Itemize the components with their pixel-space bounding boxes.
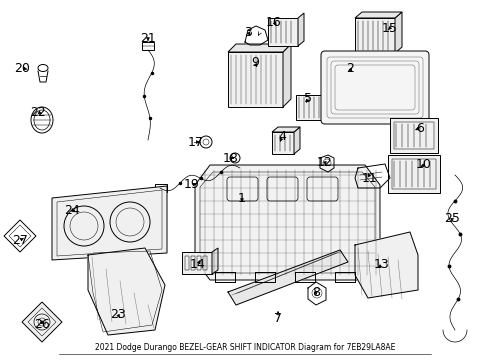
- Text: 8: 8: [312, 285, 320, 298]
- Polygon shape: [272, 127, 300, 132]
- FancyBboxPatch shape: [321, 51, 429, 124]
- Text: 27: 27: [12, 234, 28, 247]
- Bar: [394, 122, 434, 149]
- Polygon shape: [298, 13, 304, 46]
- Text: 18: 18: [223, 152, 239, 165]
- Bar: [142, 42, 154, 50]
- Text: 20: 20: [14, 62, 30, 75]
- Bar: [272, 132, 294, 154]
- Text: 11: 11: [362, 171, 378, 184]
- Bar: [355, 18, 395, 53]
- Text: 13: 13: [374, 258, 390, 271]
- Text: 26: 26: [34, 319, 50, 332]
- Text: 6: 6: [416, 122, 424, 135]
- Text: 24: 24: [64, 203, 80, 216]
- Text: 9: 9: [251, 55, 259, 68]
- Text: 7: 7: [274, 311, 282, 324]
- Text: 2021 Dodge Durango BEZEL-GEAR SHIFT INDICATOR Diagram for 7EB29LA8AE: 2021 Dodge Durango BEZEL-GEAR SHIFT INDI…: [95, 343, 395, 352]
- Text: 4: 4: [278, 130, 286, 144]
- Text: 5: 5: [304, 93, 312, 105]
- Polygon shape: [395, 12, 402, 53]
- Bar: [155, 184, 167, 192]
- Text: 22: 22: [30, 105, 46, 118]
- Polygon shape: [22, 302, 62, 342]
- Bar: [203, 256, 207, 270]
- Text: 1: 1: [238, 192, 246, 204]
- Bar: [182, 252, 212, 274]
- Polygon shape: [324, 91, 329, 120]
- Text: 17: 17: [188, 135, 204, 148]
- Polygon shape: [228, 44, 291, 52]
- Bar: [268, 18, 298, 46]
- Text: 16: 16: [266, 15, 282, 28]
- Bar: [185, 256, 189, 270]
- Polygon shape: [355, 232, 418, 298]
- Text: 12: 12: [317, 156, 333, 168]
- Text: 19: 19: [184, 179, 200, 192]
- Text: 3: 3: [244, 26, 252, 39]
- Bar: [296, 95, 324, 120]
- Bar: [191, 256, 195, 270]
- Bar: [392, 159, 436, 189]
- Polygon shape: [294, 127, 300, 154]
- Text: 2: 2: [346, 62, 354, 75]
- Text: 14: 14: [190, 258, 206, 271]
- Polygon shape: [355, 12, 402, 18]
- Text: 10: 10: [416, 158, 432, 171]
- Polygon shape: [212, 248, 218, 274]
- Bar: [390, 118, 438, 153]
- Bar: [228, 52, 283, 107]
- Text: 15: 15: [382, 22, 398, 35]
- Bar: [388, 155, 440, 193]
- Bar: [197, 256, 201, 270]
- Text: 21: 21: [140, 31, 156, 45]
- Polygon shape: [88, 248, 165, 335]
- Polygon shape: [228, 250, 348, 305]
- Polygon shape: [195, 165, 380, 280]
- Polygon shape: [283, 44, 291, 107]
- Polygon shape: [52, 186, 167, 260]
- Text: 23: 23: [110, 309, 126, 321]
- Text: 25: 25: [444, 211, 460, 225]
